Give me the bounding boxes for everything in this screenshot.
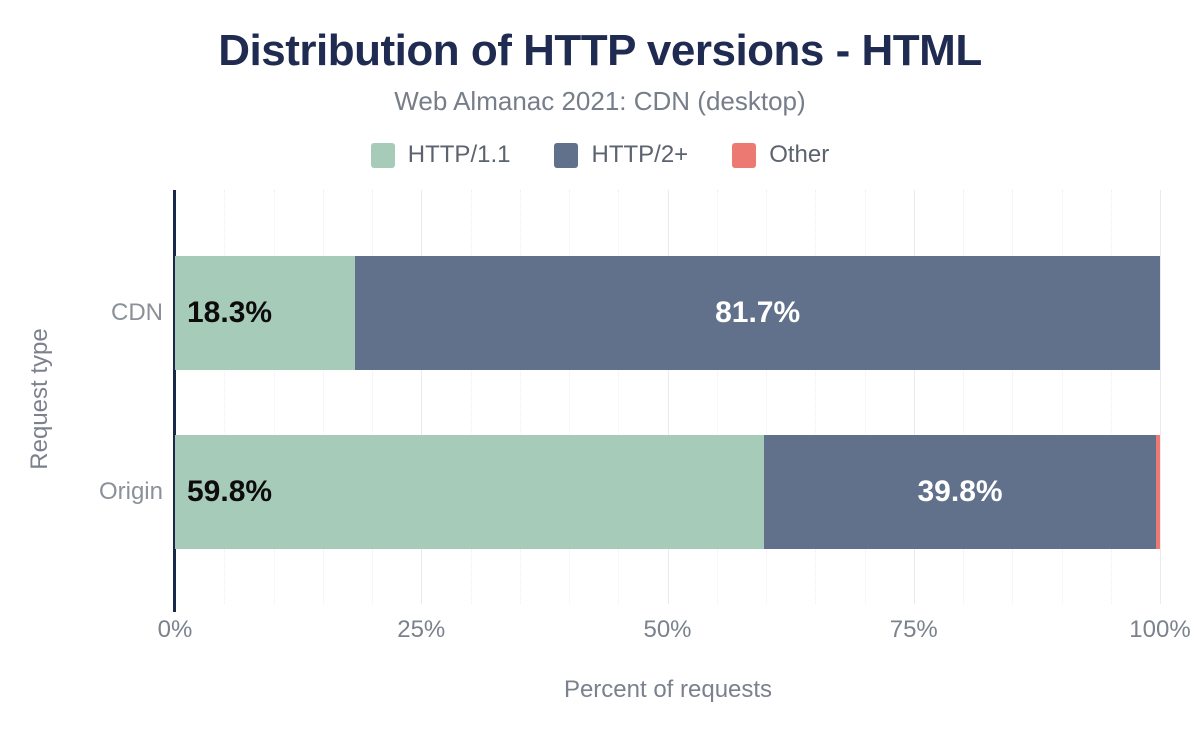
gridline [1012,190,1014,604]
bar-segment [1156,435,1160,549]
x-tick-label: 100% [1129,616,1191,643]
x-tick-label: 75% [889,616,938,643]
legend-swatch-icon [370,142,395,168]
gridline [963,190,964,604]
legend-item: HTTP/2+ [554,141,688,169]
category-label: Origin [98,478,163,505]
x-axis-title: Percent of requests [563,676,773,703]
x-tick-label: 25% [397,616,446,643]
legend-label: HTTP/2+ [591,141,689,168]
bar-segment: 59.8% [175,435,765,549]
gridline [864,190,866,604]
bar-row: 59.8% 39.8% [175,435,1160,549]
bar-value-label: 18.3% [187,296,273,329]
y-axis-title: Request type [26,328,53,470]
gridline [470,190,472,604]
bar-row: 18.3% 81.7% [175,256,1160,370]
gridline [766,190,767,604]
y-axis-line [173,190,176,612]
bar-value-label: 39.8% [917,475,1003,508]
legend-swatch-icon [732,142,757,168]
gridline [1061,190,1063,604]
gridline [372,190,373,604]
gridline [913,190,915,604]
gridline [322,190,324,604]
bar-segment: 39.8% [764,435,1157,549]
legend: HTTP/1.1 HTTP/2+ Other [0,140,1200,170]
gridline [1110,190,1112,604]
gridline [519,190,521,604]
gridline [667,190,669,604]
gridline [273,190,275,604]
x-tick-label: 50% [643,616,692,643]
legend-label: HTTP/1.1 [407,141,511,168]
gridline [569,190,570,604]
chart-subtitle: Web Almanac 2021: CDN (desktop) [394,86,806,116]
gridline [716,190,718,604]
legend-swatch-icon [554,142,579,168]
bar-value-label: 59.8% [187,475,273,508]
gridline [224,190,226,604]
legend-label: Other [769,141,830,168]
gridline [421,190,423,604]
bar-segment: 81.7% [355,256,1160,370]
x-tick-label: 0% [157,616,193,643]
gridline [815,190,817,604]
legend-item: Other [732,141,829,169]
gridline [1160,190,1161,604]
gridline [618,190,620,604]
category-label: CDN [111,299,163,326]
chart-title: Distribution of HTTP versions - HTML [218,26,982,75]
legend-item: HTTP/1.1 [370,141,511,169]
bar-segment: 18.3% [175,256,356,370]
bar-value-label: 81.7% [715,296,801,329]
